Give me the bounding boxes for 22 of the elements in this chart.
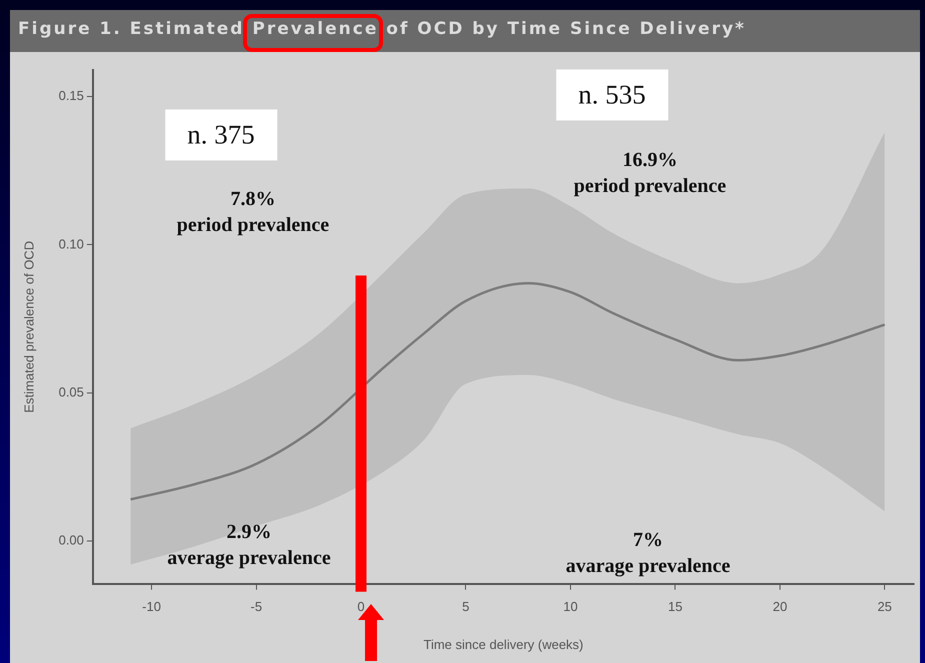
x-tick-label: 10 [563,599,578,614]
annotation: 7.8% period prevalence [176,187,330,238]
x-tick-label: 0 [357,599,365,614]
y-axis-title: Estimated prevalence of OCD [21,240,36,413]
annotation: n. 375 [165,109,277,161]
annotation: 7% avarage prevalence [566,528,730,579]
annotation: 2.9% average prevalence [167,520,331,571]
y-tick-label: 0.00 [58,532,84,548]
y-tick-label: 0.05 [58,384,84,400]
x-tick-label: 20 [772,599,788,614]
x-tick-label: -10 [142,599,161,614]
y-tick-label: 0.10 [58,236,84,252]
x-axis-title: Time since delivery (weeks) [424,636,584,652]
y-tick-label: 0.15 [58,88,84,104]
line-series [129,282,886,501]
annotation: 16.9% period prevalence [574,148,726,199]
annotation: n. 535 [556,69,668,121]
x-tick-label: 15 [668,599,682,614]
x-tick-label: 5 [462,599,470,614]
chart-title: Figure 1. Estimated Prevalence of OCD by Time Since Delivery* [18,19,746,39]
x-tick-label: 25 [877,599,892,614]
x-tick-label: -5 [250,599,262,614]
